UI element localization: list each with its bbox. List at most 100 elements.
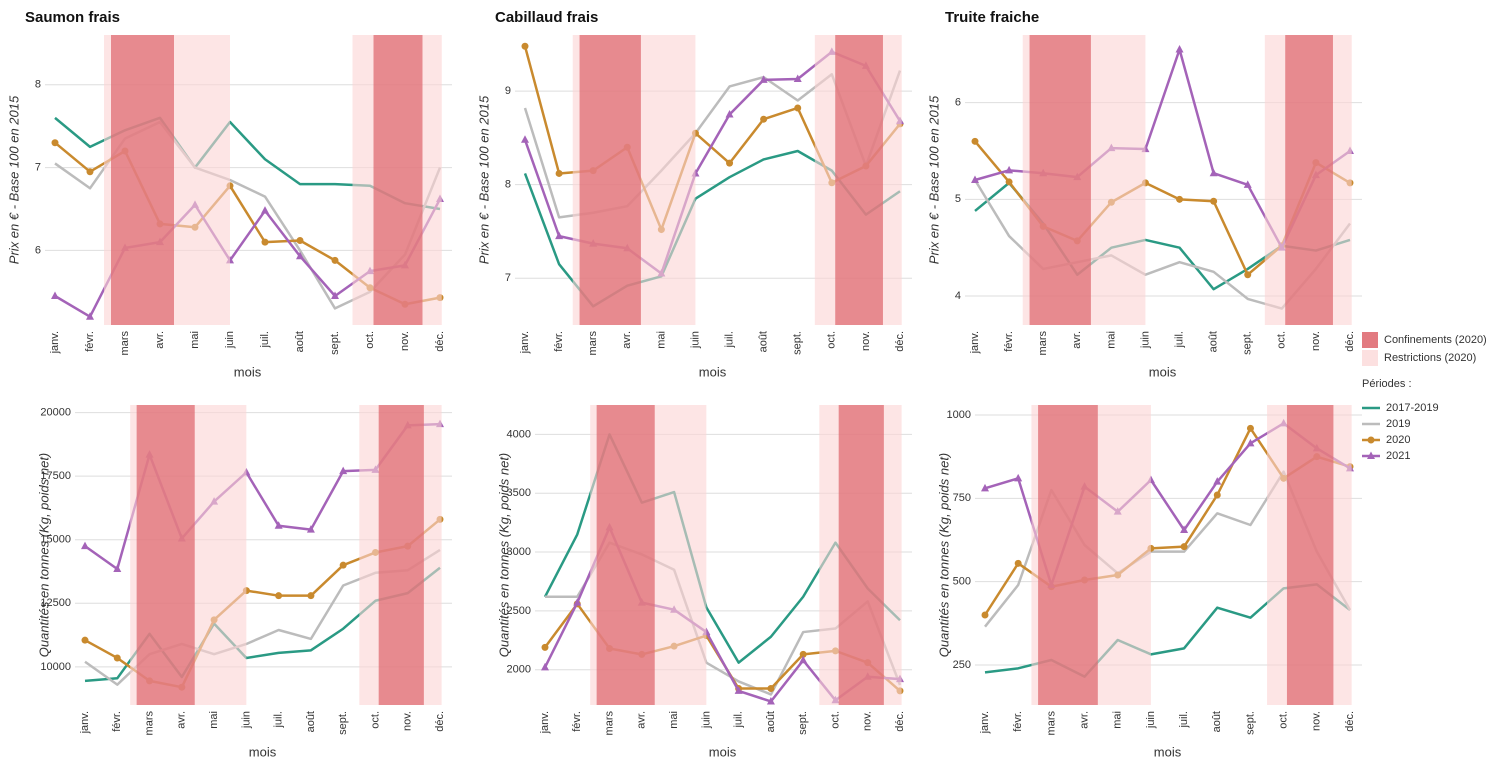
y-axis-label: Quantités en tonnes (Kg, poids net)	[36, 453, 51, 658]
x-tick-label: févr.	[1003, 331, 1015, 352]
point	[981, 611, 989, 619]
x-tick-label: avr.	[621, 331, 633, 349]
y-tick-label: 9	[505, 85, 511, 97]
x-tick-label: août	[765, 711, 777, 732]
y-tick-label: 17500	[40, 470, 71, 482]
x-tick-label: août	[1211, 711, 1223, 732]
point	[275, 592, 283, 600]
x-tick-label: août	[305, 711, 317, 732]
period-band	[1029, 35, 1091, 325]
x-tick-label: févr.	[84, 331, 96, 352]
point	[541, 643, 549, 651]
point	[1210, 197, 1218, 205]
point	[541, 662, 549, 671]
point	[521, 135, 529, 143]
period-band	[136, 405, 195, 705]
period-band	[838, 405, 884, 705]
point	[726, 159, 734, 167]
x-tick-label: mai	[208, 711, 220, 729]
point	[1180, 543, 1188, 551]
point	[521, 42, 529, 50]
point	[555, 169, 563, 177]
y-axis-label: Prix en € - Base 100 en 2015	[926, 95, 941, 264]
point	[1243, 180, 1252, 188]
point	[759, 75, 768, 83]
x-tick-label: sept.	[329, 331, 341, 355]
legend-swatch	[1362, 350, 1378, 366]
x-axis-label: mois	[699, 364, 727, 379]
x-tick-label: juin	[240, 711, 252, 729]
point	[261, 238, 269, 246]
x-tick-label: mai	[1112, 711, 1124, 729]
point	[1367, 451, 1375, 459]
chart-title: Cabillaud frais	[495, 9, 598, 26]
point	[306, 525, 315, 533]
y-tick-label: 4	[955, 290, 961, 302]
x-tick-label: mars	[143, 711, 155, 736]
point	[86, 312, 94, 320]
x-tick-label: févr.	[553, 331, 565, 352]
point	[296, 236, 304, 244]
x-tick-label: juil.	[273, 711, 285, 729]
x-tick-label: avr.	[154, 331, 166, 349]
point	[296, 251, 304, 260]
x-tick-label: mai	[189, 331, 201, 349]
x-tick-label: juil.	[1173, 331, 1185, 349]
x-axis-label: mois	[234, 364, 262, 379]
x-tick-label: juin	[224, 331, 236, 349]
x-axis-label: mois	[1149, 364, 1177, 379]
point	[1244, 271, 1252, 279]
legend-swatch	[1362, 332, 1378, 348]
x-tick-label: oct.	[829, 711, 841, 729]
point	[971, 175, 979, 183]
period-band	[1286, 405, 1334, 705]
y-tick-label: 12500	[40, 597, 71, 609]
x-axis-label: mois	[1154, 744, 1182, 759]
point	[331, 256, 339, 264]
y-tick-label: 6	[35, 244, 41, 256]
point	[81, 541, 89, 550]
x-tick-label: juin	[1145, 711, 1157, 729]
point	[981, 483, 989, 492]
x-tick-label: juil.	[259, 331, 271, 349]
y-tick-label: 3000	[507, 546, 531, 558]
period-band	[596, 405, 655, 705]
x-tick-label: nov.	[860, 331, 872, 351]
x-tick-label: mars	[587, 331, 599, 356]
legend-label: 2019	[1386, 418, 1410, 430]
point	[307, 592, 315, 600]
x-tick-label: avr.	[1071, 331, 1083, 349]
y-tick-label: 3500	[507, 487, 531, 499]
point	[1014, 559, 1022, 567]
x-tick-label: déc.	[1344, 711, 1356, 732]
y-axis-label: Quantités en tonnes (Kg, poids net)	[496, 453, 511, 658]
x-tick-label: oct.	[369, 711, 381, 729]
legend-label: Confinements (2020)	[1384, 334, 1487, 346]
x-tick-label: juin	[689, 331, 701, 349]
point	[51, 291, 59, 299]
point	[1176, 195, 1184, 203]
point	[766, 696, 775, 705]
y-tick-label: 15000	[40, 534, 71, 546]
x-tick-label: juin	[700, 711, 712, 729]
point	[1209, 168, 1218, 177]
y-tick-label: 2500	[507, 605, 531, 617]
x-tick-label: juil.	[1178, 711, 1190, 729]
point	[793, 74, 802, 82]
x-tick-label: janv.	[519, 331, 531, 354]
x-tick-label: août	[758, 331, 770, 352]
x-axis-label: mois	[709, 744, 737, 759]
point	[113, 654, 121, 662]
point	[767, 685, 775, 693]
x-tick-label: déc.	[894, 331, 906, 352]
y-tick-label: 8	[505, 179, 511, 191]
point	[1175, 45, 1184, 53]
x-tick-label: mars	[119, 331, 131, 356]
chart-title: Saumon frais	[25, 9, 120, 26]
point	[799, 650, 807, 658]
x-tick-label: mars	[603, 711, 615, 736]
point	[51, 139, 59, 147]
x-tick-label: sept.	[1242, 331, 1254, 355]
point	[760, 115, 768, 123]
